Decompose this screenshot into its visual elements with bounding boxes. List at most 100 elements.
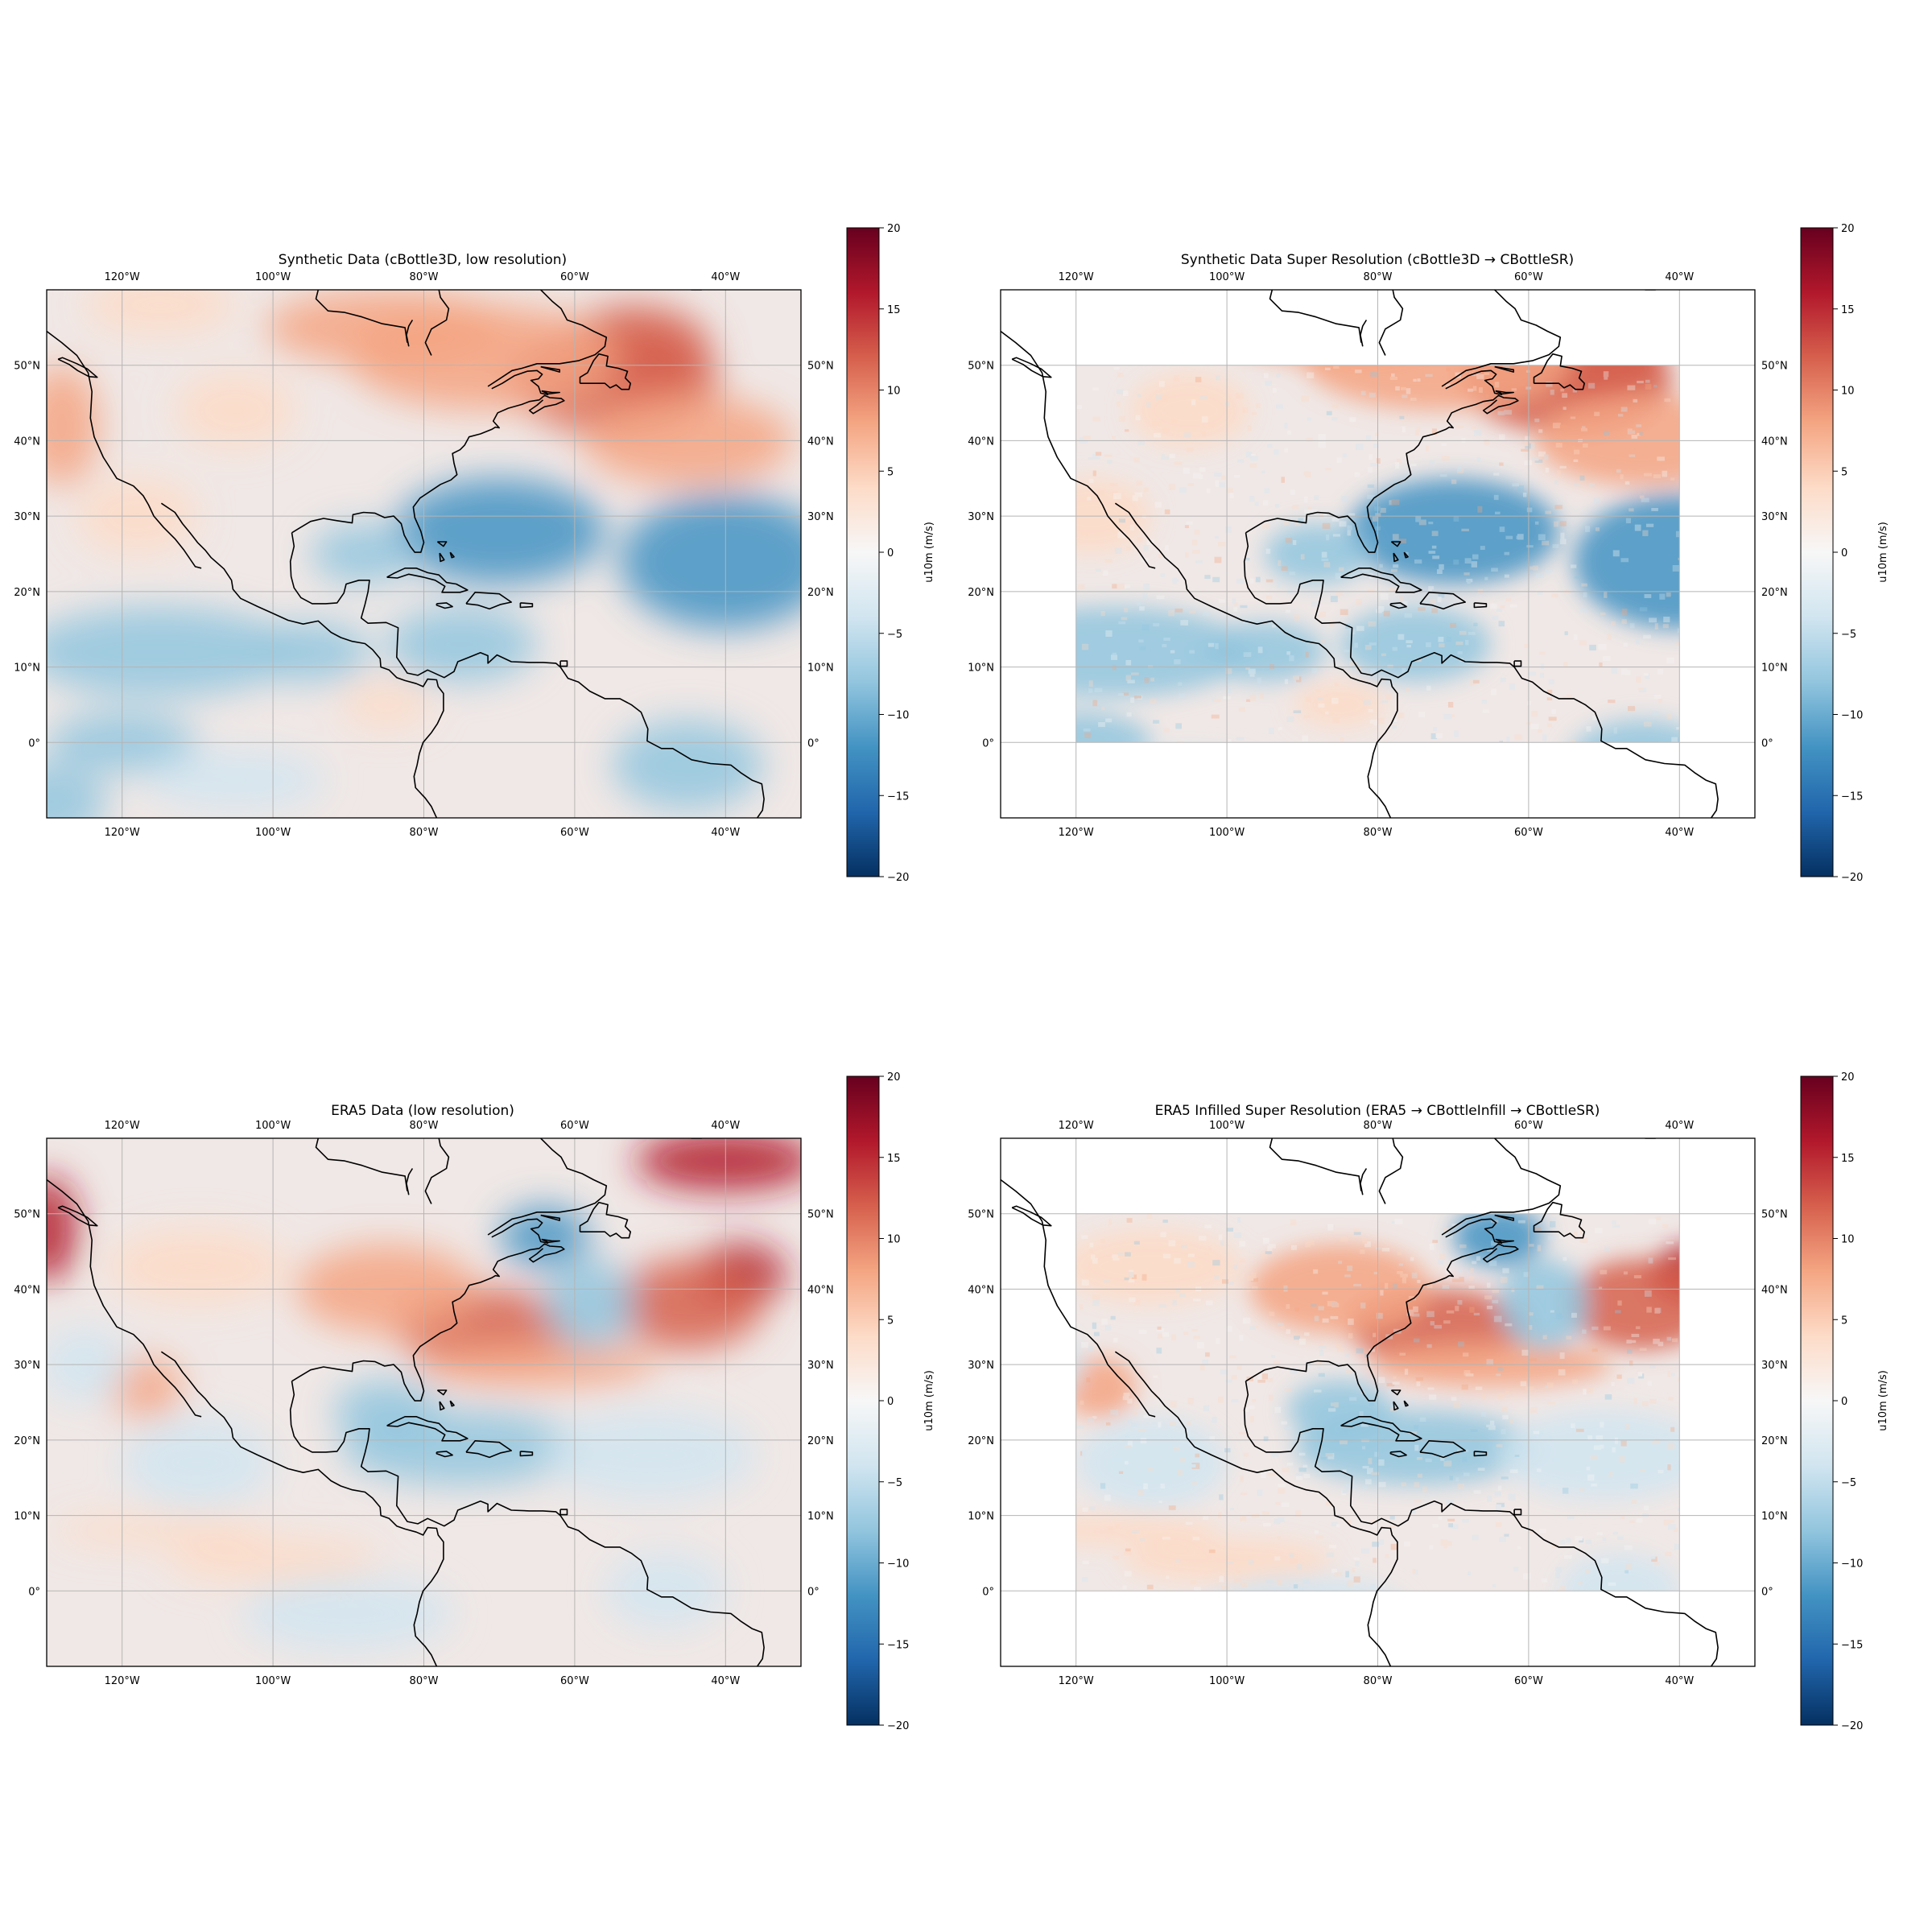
- colorbar-tick-label: 5: [887, 1315, 894, 1327]
- colorbar-gradient: [1800, 227, 1834, 877]
- lat-tick-label-left: 30°N: [14, 1360, 40, 1372]
- colorbar-gradient: [846, 227, 880, 877]
- lat-tick-label-right: 30°N: [1761, 1360, 1788, 1372]
- lat-tick-label-left: 40°N: [14, 436, 40, 448]
- colorbar-tick-label: 0: [887, 547, 894, 559]
- lat-tick-label-left: 30°N: [968, 1360, 994, 1372]
- map-area: 120°W 120°W 100°W 100°W 80°W 80°W 60°W 60°W 40°W…: [968, 271, 1788, 839]
- lon-tick-label-bottom: 40°W: [1665, 1675, 1694, 1687]
- lat-tick-label-right: 40°N: [807, 1284, 834, 1296]
- lon-tick-label-bottom: 60°W: [560, 1675, 589, 1687]
- colorbar: 20 15 10 5 0 −5 −10 −15 −20 u10m (m/s): [846, 223, 935, 884]
- panel-title: Synthetic Data Super Resolution (cBottle…: [1181, 252, 1574, 268]
- lat-tick-label-right: 40°N: [1761, 1284, 1788, 1296]
- colorbar-label: u10m (m/s): [923, 522, 935, 583]
- lon-tick-label-bottom: 80°W: [1364, 1675, 1393, 1687]
- colorbar-tick-label: −20: [887, 872, 909, 884]
- lat-tick-label-left: 20°N: [14, 1435, 40, 1447]
- colorbar-gradient: [846, 1075, 880, 1726]
- lon-tick-label-top: 120°W: [1059, 271, 1094, 283]
- lat-tick-label-left: 20°N: [14, 587, 40, 599]
- lon-tick-label-bottom: 60°W: [1514, 1675, 1543, 1687]
- lon-tick-label-bottom: 60°W: [1514, 827, 1543, 839]
- colorbar-tick-label: 20: [1841, 1071, 1855, 1084]
- lat-tick-label-left: 0°: [982, 1586, 994, 1598]
- lon-tick-label-bottom: 60°W: [560, 827, 589, 839]
- coastlines: [1001, 290, 1719, 818]
- lon-tick-label-bottom: 40°W: [1665, 827, 1694, 839]
- lon-tick-label-bottom: 80°W: [1364, 827, 1393, 839]
- colorbar-tick-label: −10: [887, 1558, 909, 1571]
- map-area: 120°W 120°W 100°W 100°W 80°W 80°W 60°W 60°W 40°W…: [968, 1120, 1788, 1687]
- lon-tick-label-bottom: 100°W: [255, 1675, 291, 1687]
- lon-tick-label-bottom: 80°W: [410, 1675, 439, 1687]
- lon-tick-label-top: 120°W: [105, 1120, 140, 1132]
- panel-synthetic-super-resolution: Synthetic Data Super Resolution (cBottle…: [968, 223, 1889, 884]
- lat-tick-label-left: 0°: [28, 1586, 40, 1598]
- lon-tick-label-top: 80°W: [410, 1120, 439, 1132]
- lat-tick-label-right: 40°N: [1761, 436, 1788, 448]
- colorbar: 20 15 10 5 0 −5 −10 −15 −20 u10m (m/s): [1800, 223, 1889, 884]
- map-area: 120°W 120°W 100°W 100°W 80°W 80°W 60°W 60°W 40°W…: [14, 1120, 834, 1687]
- map-area: 120°W 120°W 100°W 100°W 80°W 80°W 60°W 60°W 40°W…: [14, 271, 834, 839]
- gridlines: [1001, 1138, 1755, 1666]
- colorbar-gradient: [1800, 1075, 1834, 1726]
- colorbar-tick-label: −5: [1841, 629, 1856, 641]
- lat-tick-label-right: 50°N: [807, 1209, 834, 1221]
- lat-tick-label-left: 50°N: [968, 1209, 994, 1221]
- colorbar-label: u10m (m/s): [1877, 522, 1889, 583]
- colorbar-tick-label: 20: [887, 1071, 901, 1084]
- lon-tick-label-top: 100°W: [1209, 271, 1245, 283]
- lat-tick-label-left: 50°N: [14, 361, 40, 373]
- wind-field: [47, 1138, 801, 1666]
- lat-tick-label-right: 0°: [1761, 1586, 1773, 1598]
- lat-tick-label-right: 0°: [807, 1586, 819, 1598]
- lon-tick-label-top: 40°W: [711, 271, 740, 283]
- colorbar-tick-label: 15: [1841, 1153, 1855, 1165]
- colorbar-tick-label: 15: [887, 1153, 901, 1165]
- lon-tick-label-bottom: 100°W: [1209, 1675, 1245, 1687]
- colorbar-tick-label: −15: [887, 791, 909, 803]
- lat-tick-label-left: 30°N: [14, 511, 40, 523]
- lat-tick-label-left: 50°N: [14, 1209, 40, 1221]
- lon-tick-label-top: 120°W: [1059, 1120, 1094, 1132]
- lon-tick-label-bottom: 120°W: [105, 827, 140, 839]
- map-frame: [46, 289, 802, 819]
- colorbar-tick-label: 5: [887, 466, 894, 478]
- colorbar-tick-label: −15: [1841, 791, 1863, 803]
- lon-tick-label-top: 80°W: [1364, 1120, 1393, 1132]
- lon-tick-label-top: 100°W: [255, 1120, 291, 1132]
- lat-tick-label-left: 30°N: [968, 511, 994, 523]
- colorbar-tick-label: 10: [887, 386, 901, 398]
- lon-tick-label-top: 120°W: [105, 271, 140, 283]
- lat-tick-label-right: 0°: [807, 737, 819, 749]
- lat-tick-label-left: 40°N: [968, 1284, 994, 1296]
- colorbar-tick-label: −10: [887, 710, 909, 722]
- lat-tick-label-left: 10°N: [968, 1511, 994, 1523]
- lat-tick-label-left: 20°N: [968, 587, 994, 599]
- lat-tick-label-right: 0°: [1761, 737, 1773, 749]
- map-frame: [46, 1137, 802, 1667]
- lat-tick-label-right: 10°N: [1761, 663, 1788, 675]
- lon-tick-label-bottom: 100°W: [255, 827, 291, 839]
- colorbar-tick-label: −5: [887, 1477, 902, 1489]
- colorbar-tick-label: 5: [1841, 1315, 1847, 1327]
- colorbar-tick-label: −10: [1841, 710, 1863, 722]
- colorbar-tick-label: 15: [1841, 304, 1855, 316]
- lat-tick-label-right: 40°N: [807, 436, 834, 448]
- coastlines: [47, 1138, 765, 1666]
- colorbar-tick-label: 5: [1841, 466, 1847, 478]
- lat-tick-label-left: 40°N: [968, 436, 994, 448]
- wind-field: [1075, 1213, 1680, 1591]
- colorbar-tick-label: 10: [1841, 1234, 1855, 1246]
- colorbar-tick-label: −20: [887, 1720, 909, 1732]
- coastlines: [47, 290, 765, 818]
- lon-tick-label-top: 60°W: [1514, 1120, 1543, 1132]
- colorbar-tick-label: −20: [1841, 872, 1863, 884]
- lat-tick-label-right: 20°N: [1761, 1435, 1788, 1447]
- colorbar-label: u10m (m/s): [923, 1370, 935, 1431]
- lon-tick-label-bottom: 120°W: [105, 1675, 140, 1687]
- lat-tick-label-left: 20°N: [968, 1435, 994, 1447]
- lon-tick-label-top: 100°W: [1209, 1120, 1245, 1132]
